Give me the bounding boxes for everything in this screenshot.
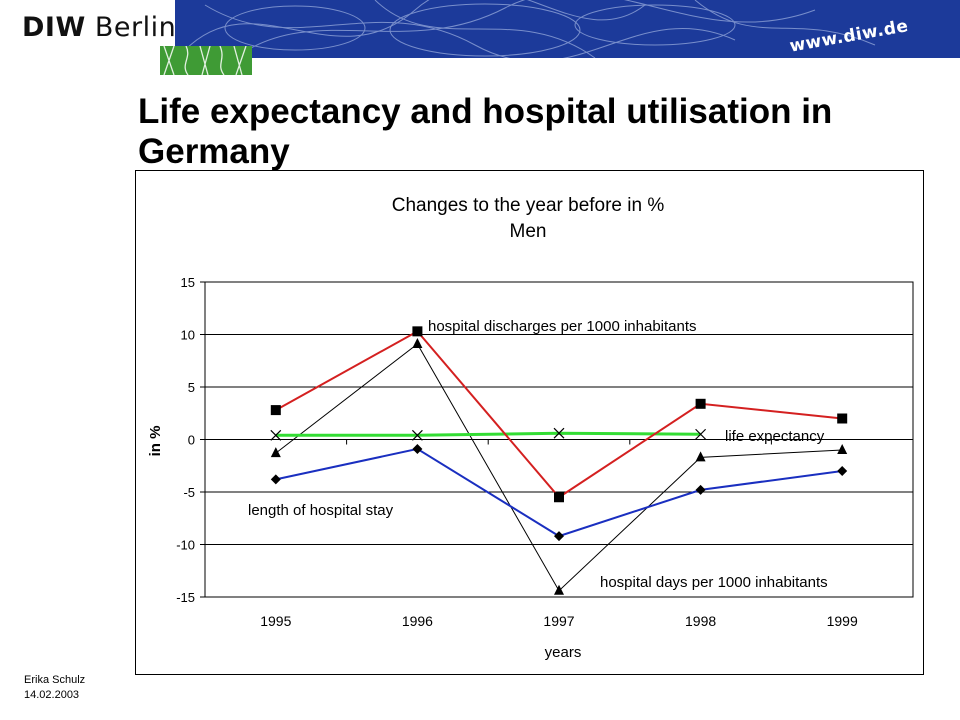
- slide-title: Life expectancy and hospital utilisation…: [138, 92, 833, 171]
- y-tick-label: 10: [181, 328, 195, 343]
- data-point-triangle: [270, 447, 281, 458]
- x-tick-label: 1996: [402, 613, 433, 629]
- y-axis-label: in %: [147, 426, 164, 457]
- series-line: [275, 330, 843, 499]
- data-point-x: [695, 428, 707, 440]
- diw-logo[interactable]: DIW Berlin: [22, 12, 176, 43]
- header-banner: www.diw.de: [175, 0, 960, 58]
- y-tick-label: -15: [176, 590, 195, 605]
- data-point-diamond: [837, 466, 848, 476]
- data-point-square: [412, 326, 423, 337]
- chart-container: Changes to the year before in % Men -15 -…: [135, 170, 924, 675]
- green-accent-block: [160, 46, 252, 75]
- footer: Erika Schulz 14.02.2003: [24, 673, 85, 703]
- line-chart: Changes to the year before in % Men -15 -…: [147, 195, 914, 661]
- x-axis-label: years: [545, 644, 582, 661]
- logo-bold-text: DIW: [22, 12, 86, 43]
- y-tick-label: 15: [181, 275, 195, 290]
- series-label: length of hospital stay: [248, 502, 394, 519]
- data-point-square: [837, 413, 848, 424]
- series-label: hospital discharges per 1000 inhabitants: [428, 318, 697, 335]
- author-name: Erika Schulz: [24, 674, 86, 686]
- series-label: life expectancy: [725, 428, 825, 445]
- y-tick-label: 0: [188, 433, 195, 448]
- x-tick-label: 1997: [543, 613, 574, 629]
- x-tick-label: 1999: [827, 613, 858, 629]
- data-point-diamond: [695, 484, 706, 495]
- green-swirl-decoration: [163, 46, 247, 75]
- y-tick-label: 5: [188, 380, 195, 395]
- data-point-triangle: [837, 444, 848, 454]
- series-line: [275, 343, 843, 592]
- presentation-date: 14.02.2003: [24, 689, 80, 701]
- x-tick-label: 1995: [260, 613, 291, 629]
- data-point-triangle: [554, 584, 564, 595]
- logo-light-text: Berlin: [94, 12, 177, 43]
- data-point-triangle: [695, 451, 706, 462]
- data-point-x: [270, 429, 282, 441]
- data-point-square: [270, 405, 281, 416]
- data-point-diamond: [412, 443, 423, 454]
- series-line: [275, 431, 701, 437]
- banner-swirl-decoration: [184, 0, 876, 58]
- data-point-diamond: [554, 531, 564, 542]
- chart-subtitle: Men: [510, 221, 547, 242]
- y-tick-label: -10: [176, 538, 195, 553]
- series-label: hospital days per 1000 inhabitants: [600, 574, 828, 591]
- data-point-x: [411, 429, 423, 441]
- data-point-triangle: [412, 337, 423, 348]
- data-point-square: [554, 492, 564, 503]
- data-point-x: [553, 427, 565, 439]
- chart-title: Changes to the year before in %: [392, 195, 665, 216]
- y-tick-label: -5: [183, 485, 195, 500]
- data-point-square: [695, 398, 706, 409]
- data-point-diamond: [270, 474, 281, 485]
- x-tick-label: 1998: [685, 613, 716, 629]
